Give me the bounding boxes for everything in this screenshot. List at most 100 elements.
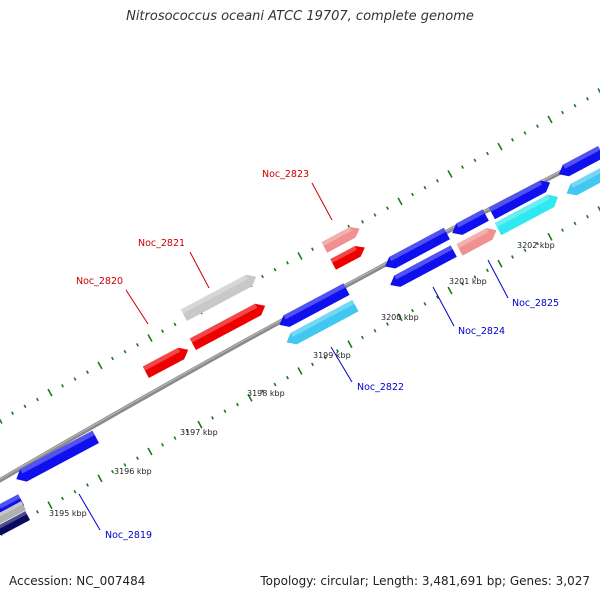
inner-tick-mark xyxy=(261,389,264,393)
outer-tick-mark xyxy=(536,124,539,128)
gene-arrow-right-edge-a[interactable] xyxy=(558,145,600,177)
genome-summary: Topology: circular; Length: 3,481,691 bp… xyxy=(260,574,590,588)
kbp-label: 3198 kbp xyxy=(247,389,285,398)
inner-tick-mark xyxy=(461,282,464,286)
outer-tick-mark xyxy=(473,158,477,163)
inner-tick-mark xyxy=(147,447,153,456)
inner-tick-mark xyxy=(211,416,214,420)
gene-arrow-noc-2823b[interactable] xyxy=(330,245,365,270)
inner-tick-mark xyxy=(573,221,577,226)
gene-arrow-right-edge-b[interactable] xyxy=(566,167,600,196)
outer-tick-mark xyxy=(97,361,103,370)
outer-tick-mark xyxy=(486,151,489,156)
kbp-label: 3199 kbp xyxy=(313,351,351,360)
outer-tick-mark xyxy=(161,329,164,333)
kbp-scale-labels: 3195 kbp 3196 kbp 3197 kbp 3198 kbp 3199 kbp… xyxy=(49,241,555,518)
gene-arrow-noc-2822a[interactable] xyxy=(279,283,350,327)
gene-arrow-right-mid-b[interactable] xyxy=(494,194,558,236)
gene-label[interactable]: Noc_2825 xyxy=(512,298,559,309)
outer-tick-mark xyxy=(547,115,553,124)
gene-arrow-noc-2825a[interactable] xyxy=(452,209,489,235)
gene-label-leader xyxy=(330,346,353,383)
kbp-label: 3196 kbp xyxy=(114,467,152,476)
outer-tick-mark xyxy=(86,370,89,374)
inner-tick-mark xyxy=(323,355,327,360)
inner-tick-mark xyxy=(523,248,527,253)
inner-tick-mark xyxy=(161,443,164,447)
kbp-label: 3202 kbp xyxy=(517,241,555,250)
map-title: Nitrosococcus oceani ATCC 19707, complet… xyxy=(126,9,474,24)
gene-label[interactable]: Noc_2822 xyxy=(357,382,404,393)
gene-arrow-noc-2824a[interactable] xyxy=(385,227,450,269)
gene-arrow-noc-2819[interactable] xyxy=(16,430,99,482)
inner-tick-mark xyxy=(186,429,189,434)
gene-label[interactable]: Noc_2820 xyxy=(76,276,123,287)
inner-tick-mark xyxy=(347,340,353,349)
gene-arrow-noc-2822[interactable] xyxy=(286,299,359,345)
inner-tick-mark xyxy=(86,483,89,487)
inner-tick-mark xyxy=(247,393,253,402)
inner-tick-mark xyxy=(561,228,564,232)
outer-tick-mark xyxy=(36,397,39,402)
label-leader-lines xyxy=(78,182,509,531)
gene-arrow-noc-2820[interactable] xyxy=(142,347,189,379)
outer-tick-mark xyxy=(423,185,427,190)
inner-tick-mark xyxy=(423,302,427,306)
outer-tick-mark xyxy=(73,377,77,381)
outer-tick-mark xyxy=(297,252,303,260)
inner-tick-mark xyxy=(411,308,414,313)
inner-tick-mark xyxy=(361,335,364,340)
outer-tick-mark xyxy=(123,349,127,354)
inner-tick-mark xyxy=(73,489,77,494)
inner-tick-mark xyxy=(547,232,553,241)
outer-tick-track xyxy=(0,88,600,424)
outer-tick-mark xyxy=(586,97,589,101)
outer-tick-mark xyxy=(311,247,314,251)
outer-tick-mark xyxy=(436,179,439,183)
outer-tick-mark xyxy=(386,206,389,210)
inner-tick-mark xyxy=(123,463,127,467)
inner-tick-mark xyxy=(61,496,64,501)
gene-arrow-noc-2825[interactable] xyxy=(456,228,497,256)
inner-tick-mark xyxy=(386,322,389,326)
gene-arrow-noc-2824[interactable] xyxy=(390,245,457,287)
inner-tick-mark xyxy=(286,375,289,380)
outer-tick-mark xyxy=(373,213,377,217)
kbp-label: 3200 kbp xyxy=(381,313,419,322)
outer-tick-mark xyxy=(523,131,527,135)
inner-tick-mark xyxy=(297,367,303,375)
outer-tick-mark xyxy=(461,165,464,169)
outer-tick-mark xyxy=(511,138,514,142)
inner-tick-mark xyxy=(36,510,39,514)
inner-tick-mark xyxy=(536,241,539,246)
gene-label-leader xyxy=(78,493,101,531)
gene-label[interactable]: Noc_2819 xyxy=(105,530,152,541)
gene-arrow-noc-2823[interactable] xyxy=(321,227,360,253)
gene-arrow-noc-2821b[interactable] xyxy=(189,303,266,351)
outer-tick-mark xyxy=(11,411,14,415)
inner-tick-mark xyxy=(586,214,589,219)
gene-label[interactable]: Noc_2823 xyxy=(262,169,309,180)
gene-label-leader xyxy=(189,251,210,289)
gene-arrow-right-mid-a[interactable] xyxy=(488,180,551,220)
inner-tick-mark xyxy=(47,501,53,510)
inner-tick-mark xyxy=(223,409,227,414)
gene-arrow-left-edge-b[interactable] xyxy=(0,501,26,525)
accession-label: Accession: NC_007484 xyxy=(9,574,146,588)
inner-tick-mark xyxy=(436,295,439,299)
outer-tick-mark xyxy=(23,404,27,409)
outer-tick-mark xyxy=(286,261,289,265)
gene-label-leader xyxy=(487,259,509,299)
gene-arrow-left-edge-c[interactable] xyxy=(0,511,30,536)
inner-tick-mark xyxy=(447,286,453,295)
outer-tick-mark xyxy=(361,220,364,224)
gene-label[interactable]: Noc_2824 xyxy=(458,326,505,337)
gene-arrow-noc-2821[interactable] xyxy=(180,274,257,322)
inner-tick-mark xyxy=(486,268,489,273)
gene-label[interactable]: Noc_2821 xyxy=(138,238,185,249)
inner-tick-mark xyxy=(397,313,403,322)
outer-tick-mark xyxy=(147,334,153,342)
kbp-label: 3195 kbp xyxy=(49,509,87,518)
outer-tick-mark xyxy=(261,274,264,279)
